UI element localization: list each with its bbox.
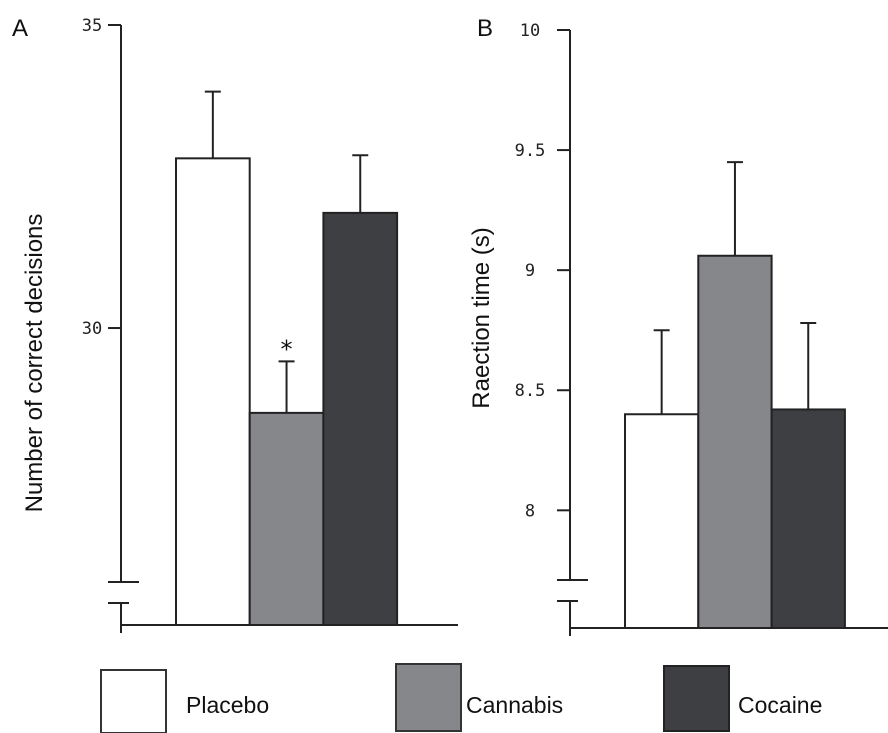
bar [175, 157, 251, 626]
y-tick-label: 9 [525, 261, 535, 281]
panel-a-letter: A [12, 15, 28, 42]
bar [322, 211, 399, 626]
y-tick-label: 30 [82, 319, 102, 339]
panel-a: A Number of correct decisions 30 35 * [12, 15, 458, 633]
significance-marker: * [281, 335, 293, 363]
y-tick-label: 8.5 [515, 381, 546, 401]
legend: Placebo Cannabis Cocaine [100, 663, 822, 733]
bar [697, 254, 773, 629]
panel-b-y-axis-title: Raection time (s) [468, 227, 495, 408]
legend-swatch-cocaine [663, 665, 730, 732]
y-tick-label: 9.5 [515, 141, 546, 161]
legend-label-cocaine: Cocaine [738, 692, 822, 718]
legend-item-cocaine: Cocaine [663, 665, 822, 732]
legend-swatch-placebo [100, 669, 167, 733]
bar [248, 411, 325, 626]
bar [624, 413, 700, 629]
legend-swatch-cannabis [395, 663, 462, 732]
legend-label-cannabis: Cannabis [466, 692, 563, 718]
panel-a-bars: * [175, 90, 399, 626]
bar [770, 408, 846, 630]
y-tick-label: 8 [525, 501, 535, 521]
y-tick-label: 35 [82, 16, 102, 36]
panel-b-bars [624, 161, 846, 630]
legend-item-cannabis: Cannabis [395, 663, 563, 732]
y-tick-label: 10 [520, 21, 540, 41]
panel-a-y-axis-title: Number of correct decisions [21, 214, 48, 513]
legend-item-placebo: Placebo [100, 669, 269, 733]
legend-label-placebo: Placebo [186, 692, 269, 718]
panel-b: B Raection time (s) 8 8.5 9 9.5 10 [468, 15, 888, 636]
panel-b-letter: B [477, 15, 493, 42]
